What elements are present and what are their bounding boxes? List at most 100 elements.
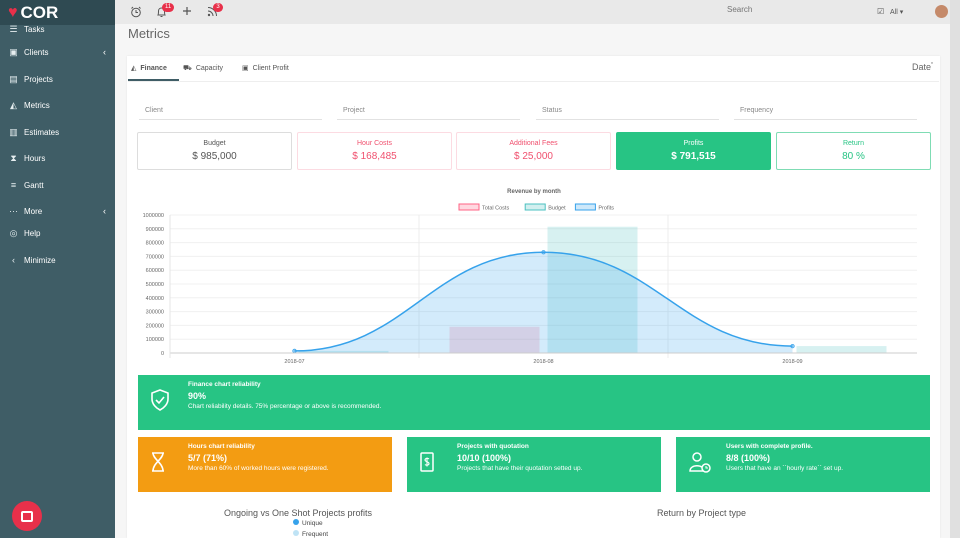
chat-button[interactable]: [12, 501, 42, 531]
card-value: 8/8 (100%): [726, 453, 771, 463]
file-icon: ▤: [9, 73, 18, 84]
filter-dropdown[interactable]: All ▾: [890, 9, 904, 16]
kpi-label: Return: [842, 140, 864, 147]
card-desc: Users that have an ``hourly rate`` set u…: [726, 465, 844, 472]
kpi-budget: Budget $ 985,000: [137, 132, 292, 170]
lifebuoy-icon: ◎: [9, 227, 18, 238]
kpi-value: $ 791,515: [671, 151, 716, 162]
sidebar-item-tasks[interactable]: ☰ Tasks: [0, 19, 115, 39]
tab-label: Finance: [140, 64, 167, 72]
kpi-label: Profits: [683, 140, 704, 147]
alarm-clock-icon[interactable]: [130, 6, 142, 18]
date-selector[interactable]: Date*: [912, 62, 933, 72]
projects-quotation-card: Projects with quotation 10/10 (100%) Proje…: [407, 437, 661, 492]
legend-label: Profits: [598, 206, 614, 212]
chat-icon: [21, 510, 33, 522]
tab-capacity[interactable]: ⛟ Capacity: [183, 64, 223, 73]
logo[interactable]: ♥ COR: [0, 0, 115, 25]
label: Clients: [24, 47, 49, 57]
hourglass-icon: ⧗: [10, 152, 17, 163]
card-desc: Projects that have their quotation sette…: [457, 465, 583, 472]
card-title: Users with complete profile.: [726, 443, 813, 450]
chevron-left-icon: ‹: [103, 206, 106, 216]
gantt-icon: ≡: [10, 180, 17, 190]
tab-client-profit[interactable]: ▣ Client Profit: [242, 64, 289, 73]
notification-badge: 11: [162, 3, 175, 12]
filter-label: All: [890, 9, 898, 16]
return-by-type-title: Return by Project type: [656, 508, 747, 518]
sidebar-item-minimize[interactable]: ‹ Minimize: [0, 250, 115, 270]
card-title: Hours chart reliability: [188, 443, 255, 450]
sidebar-item-help[interactable]: ◎ Help: [0, 223, 115, 243]
sidebar-item-metrics[interactable]: ◭ Metrics: [0, 95, 115, 115]
y-tick-label: 900000: [146, 227, 164, 233]
hourglass-icon: [152, 452, 164, 472]
feed-badge: 3: [213, 3, 223, 12]
kpi-value: $ 168,485: [352, 151, 397, 162]
card-title: Projects with quotation: [457, 443, 529, 450]
card-title: Finance chart reliability: [188, 381, 261, 388]
bar-budget: [796, 346, 887, 353]
frequency-filter[interactable]: Frequency: [734, 101, 917, 120]
tab-finance[interactable]: ◭ Finance: [131, 64, 167, 73]
sidebar-item-gantt[interactable]: ≡ Gantt: [0, 175, 115, 195]
kpi-label: Budget: [203, 140, 226, 147]
legend-swatch: [574, 203, 596, 211]
label: More: [24, 206, 43, 216]
active-tab-indicator: [128, 79, 179, 81]
tab-divider: [128, 81, 939, 82]
profits-area: [294, 252, 793, 353]
kpi-value: $ 25,000: [514, 151, 553, 162]
more-icon: ···: [9, 206, 18, 216]
y-tick-label: 600000: [146, 268, 164, 274]
sidebar-item-hours[interactable]: ⧗ Hours: [0, 148, 115, 168]
checkbox-icon[interactable]: ☑: [877, 7, 885, 16]
y-tick-label: 300000: [146, 310, 164, 316]
tab-label: Capacity: [195, 65, 224, 72]
truck-icon: ⛟: [183, 65, 192, 72]
kpi-return: Return 80 %: [776, 132, 931, 170]
card-desc: Chart reliability details. 75% percentag…: [188, 403, 382, 410]
plus-icon[interactable]: [182, 6, 192, 16]
sidebar-item-clients[interactable]: ▣ Clients ‹: [0, 42, 115, 62]
label: Minimize: [24, 255, 56, 265]
chart-icon: ◭: [131, 65, 137, 72]
contact-icon: ▣: [9, 46, 18, 57]
invoice-icon: [420, 452, 434, 472]
search-input[interactable]: [727, 5, 847, 14]
sidebar-item-projects[interactable]: ▤ Projects: [0, 69, 115, 89]
label: Help: [24, 228, 41, 238]
kpi-hour-costs: Hour Costs $ 168,485: [297, 132, 452, 170]
page-title: Metrics: [128, 26, 170, 41]
status-filter[interactable]: Status: [536, 101, 719, 120]
tab-label: Client Profit: [252, 64, 289, 72]
card-desc: More than 60% of worked hours were regis…: [188, 465, 329, 472]
kpi-value: 80 %: [842, 151, 865, 162]
legend-label: Unique: [302, 520, 323, 527]
label: Tasks: [24, 24, 45, 34]
contact-icon: ▣: [242, 65, 249, 72]
chart-icon: ◭: [10, 99, 17, 110]
scrollbar[interactable]: [950, 0, 960, 538]
legend-label: Budget: [548, 206, 566, 212]
bell-icon[interactable]: [156, 6, 167, 18]
bar-budget: [298, 350, 389, 353]
kpi-label: Hour Costs: [356, 140, 392, 147]
client-filter[interactable]: Client: [139, 101, 322, 120]
card-value: 10/10 (100%): [457, 453, 512, 463]
shield-check-icon: [151, 389, 169, 411]
heart-logo-icon: ♥: [8, 4, 18, 21]
kpi-additional-fees: Additional Fees $ 25,000: [456, 132, 611, 170]
topbar: 11 3 ☑ All ▾: [115, 0, 950, 24]
sidebar-item-estimates[interactable]: ▥ Estimates: [0, 122, 115, 142]
label: Gantt: [24, 180, 44, 190]
project-filter[interactable]: Project: [337, 101, 520, 120]
legend-label: Total Costs: [482, 206, 509, 212]
label: Projects: [24, 74, 53, 84]
legend-swatch: [524, 203, 546, 211]
legend-frequent: Frequent: [293, 530, 328, 538]
sidebar-item-more[interactable]: ··· More ‹: [0, 201, 115, 221]
legend-label: Frequent: [302, 531, 329, 538]
avatar[interactable]: [935, 5, 948, 18]
y-tick-label: 400000: [146, 296, 164, 302]
